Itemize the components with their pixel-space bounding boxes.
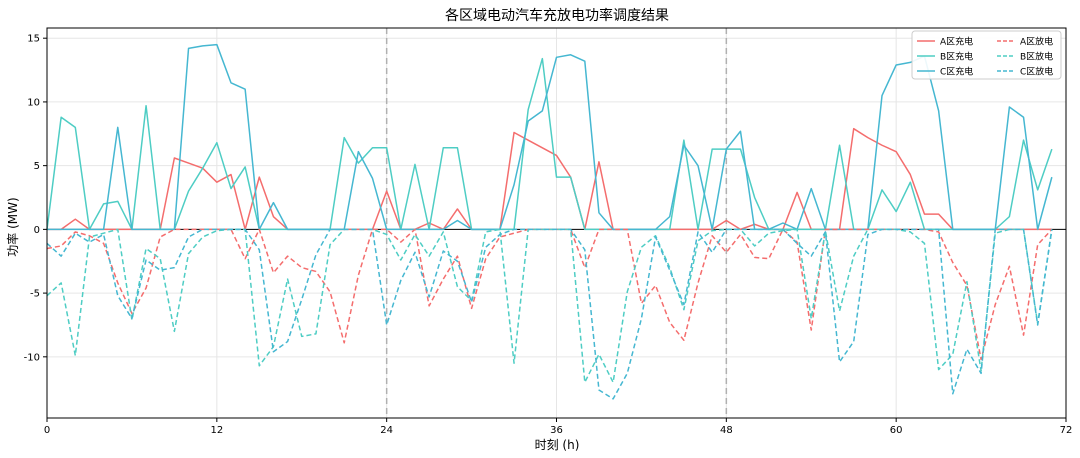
legend-label: B区充电 [940, 51, 973, 63]
y-tick-label: 15 [27, 34, 40, 45]
x-tick-label: 48 [720, 425, 733, 436]
legend-label: A区充电 [940, 36, 973, 48]
series-line-4 [46, 228, 1053, 361]
x-tick-label: 12 [210, 425, 223, 436]
chart-title: 各区域电动汽车充放电功率调度结果 [445, 7, 669, 24]
y-tick-label: 10 [27, 97, 40, 108]
y-tick-label: -5 [30, 289, 40, 300]
axis-ticks: 0 12 24 36 48 60 72 -10 -5 0 5 10 15 [24, 34, 1073, 436]
grid-lines [46, 28, 1067, 418]
series-line-5 [46, 228, 1053, 384]
series-line-6 [46, 228, 1053, 400]
y-tick-label: 0 [34, 225, 40, 236]
y-axis-label: 功率 (MW) [5, 197, 20, 256]
x-tick-label: 60 [890, 425, 903, 436]
x-tick-label: 0 [44, 425, 50, 436]
legend: A区充电 B区充电 C区充电 A区放电 B区放电 C区放电 [911, 30, 1062, 80]
x-axis-label: 时刻 (h) [535, 438, 580, 452]
y-tick-label: 5 [34, 161, 40, 172]
legend-label: C区放电 [1020, 66, 1053, 78]
day-boundaries [385, 28, 728, 418]
series-line-3 [47, 43, 1053, 231]
legend-label: A区放电 [1020, 36, 1053, 48]
x-tick-label: 24 [380, 425, 393, 436]
y-tick-label: -10 [24, 352, 40, 363]
x-tick-label: 72 [1060, 425, 1073, 436]
legend-label: B区放电 [1020, 51, 1053, 63]
legend-box [911, 30, 1062, 80]
series-lines [46, 43, 1053, 400]
x-tick-label: 36 [550, 425, 563, 436]
series-line-2 [46, 57, 1053, 231]
series-line-1 [47, 127, 1052, 231]
legend-label: C区充电 [940, 66, 973, 78]
